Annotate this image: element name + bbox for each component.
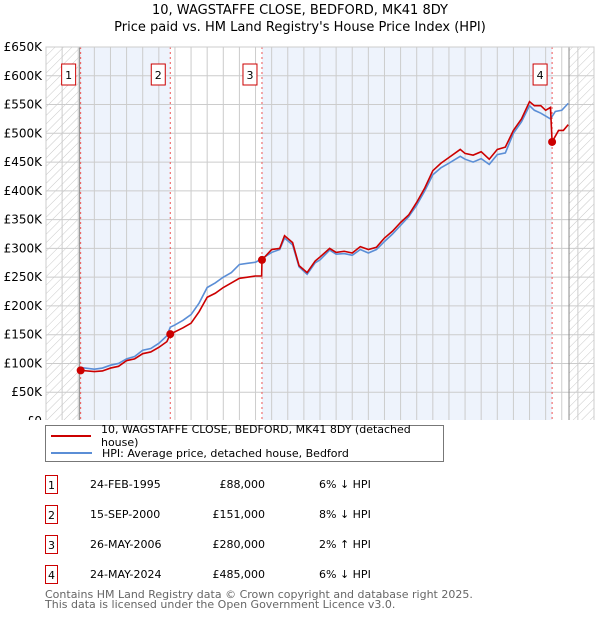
transaction-row: 1 24-FEB-1995 £88,000 6% ↓ HPI: [45, 475, 395, 495]
sale-point: [257, 255, 266, 264]
sale-number-label: 3: [246, 69, 253, 82]
no-data-hatch-right: [569, 47, 594, 420]
sale-badge: 3: [45, 535, 58, 554]
y-tick-label: £50K: [11, 385, 43, 399]
sale-number-box: [150, 63, 166, 86]
y-tick-label: £350K: [4, 213, 44, 227]
ownership-band: [261, 47, 553, 420]
sale-date: 24-MAY-2024: [90, 568, 162, 581]
price-chart: £0 £50K £100K £150K £200K £250K £300K £350K £400…: [4, 40, 595, 420]
footer: Contains HM Land Registry data © Crown c…: [45, 588, 473, 611]
sale-date: 15-SEP-2000: [90, 508, 161, 521]
sale-badge: 2: [45, 505, 58, 524]
y-tick-label: £400K: [4, 184, 44, 198]
y-tick-label: £300K: [4, 241, 44, 255]
y-tick-label: £100K: [4, 356, 44, 370]
y-tick-label: £250K: [4, 270, 44, 284]
sale-badge: 4: [45, 565, 58, 584]
legend-hpi-swatch: [51, 452, 92, 454]
ownership-band: [80, 47, 171, 420]
plot-frame: [45, 46, 595, 420]
y-tick-label: £650K: [4, 40, 44, 54]
no-data-hatch-left: [46, 47, 81, 420]
sale-number-label: 4: [537, 69, 544, 82]
y-tick-label: £500K: [4, 126, 44, 140]
sale-hpi-diff: 6% ↓ HPI: [319, 568, 371, 581]
sale-price: £280,000: [212, 538, 266, 551]
y-tick-label: £0: [27, 414, 42, 420]
legend-hpi-label: HPI: Average price, detached house, Bedf…: [102, 446, 349, 460]
hpi-line: [80, 102, 569, 371]
y-tick-label: £600K: [4, 69, 44, 83]
y-tick-label: £200K: [4, 299, 44, 313]
sale-hpi-diff: 6% ↓ HPI: [319, 478, 371, 491]
y-tick-label: £450K: [4, 155, 44, 169]
legend-property-swatch: [51, 435, 91, 437]
chart-subtitle: Price paid vs. HM Land Registry's House …: [114, 20, 486, 35]
sale-price: £485,000: [212, 568, 266, 581]
sale-date: 24-FEB-1995: [90, 478, 161, 491]
sale-number-label: 2: [155, 69, 162, 82]
sale-number-box: [532, 63, 548, 86]
sale-point: [76, 366, 85, 375]
chart-title: 10, WAGSTAFFE CLOSE, BEDFORD, MK41 8DY: [152, 3, 448, 18]
sale-price: £151,000: [212, 508, 266, 521]
sale-badge: 1: [45, 475, 58, 494]
sale-date: 26-MAY-2006: [90, 538, 162, 551]
y-tick-label: £550K: [4, 98, 44, 112]
sale-point: [166, 330, 175, 339]
legend-property-label: 10, WAGSTAFFE CLOSE, BEDFORD, MK41 8DY (…: [100, 423, 411, 449]
sale-number-box: [61, 63, 77, 86]
footer-copyright: Contains HM Land Registry data © Crown c…: [45, 588, 473, 601]
sale-number-label: 1: [65, 69, 72, 82]
legend: 10, WAGSTAFFE CLOSE, BEDFORD, MK41 8DY (…: [45, 423, 444, 462]
transaction-row: 2 15-SEP-2000 £151,000 8% ↓ HPI: [45, 505, 395, 525]
sale-price: £88,000: [219, 478, 266, 491]
sale-point: [548, 137, 557, 146]
transaction-row: 3 26-MAY-2006 £280,000 2% ↑ HPI: [45, 535, 395, 555]
footer-licence: This data is licensed under the Open Gov…: [45, 598, 396, 611]
y-tick-label: £150K: [4, 328, 44, 342]
sale-hpi-diff: 8% ↓ HPI: [319, 508, 371, 521]
sale-hpi-diff: 2% ↑ HPI: [319, 538, 371, 551]
transaction-row: 4 24-MAY-2024 £485,000 6% ↓ HPI: [45, 565, 395, 585]
sale-number-box: [242, 63, 258, 86]
